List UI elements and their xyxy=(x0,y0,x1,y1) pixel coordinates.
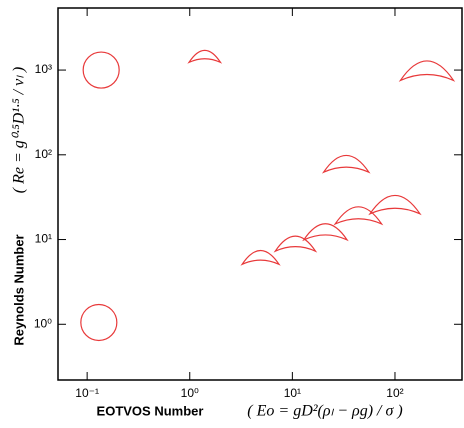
x-tick-label: 10¹ xyxy=(284,386,301,400)
y-axis-formula: ( Re = g⁰·⁵D¹·⁵ / νₗ ) xyxy=(11,67,28,193)
bubble xyxy=(333,206,384,226)
bubble xyxy=(321,155,371,174)
bubble xyxy=(302,223,349,242)
x-axis-formula: ( Eo = gD²(ρₗ − ρg) / σ ) xyxy=(247,403,402,420)
y-tick-label: 10⁰ xyxy=(34,316,52,330)
x-tick-label: 10⁻¹ xyxy=(75,386,99,400)
x-axis-title: EOTVOS Number xyxy=(97,403,204,418)
y-axis-title: Reynolds Number xyxy=(11,234,26,345)
plot-frame xyxy=(57,7,463,381)
x-tick-label: 10² xyxy=(386,386,403,400)
y-tick-label: 10² xyxy=(35,147,52,161)
bubble xyxy=(240,249,281,266)
bubble xyxy=(398,60,456,82)
y-tick-label: 10¹ xyxy=(35,232,52,246)
y-tick-label: 10³ xyxy=(35,62,52,76)
bubble xyxy=(82,51,120,89)
bubble xyxy=(187,49,223,64)
bubble xyxy=(273,235,318,253)
bubble xyxy=(368,195,422,216)
bubble xyxy=(80,303,118,342)
x-tick-label: 10⁰ xyxy=(181,386,199,400)
